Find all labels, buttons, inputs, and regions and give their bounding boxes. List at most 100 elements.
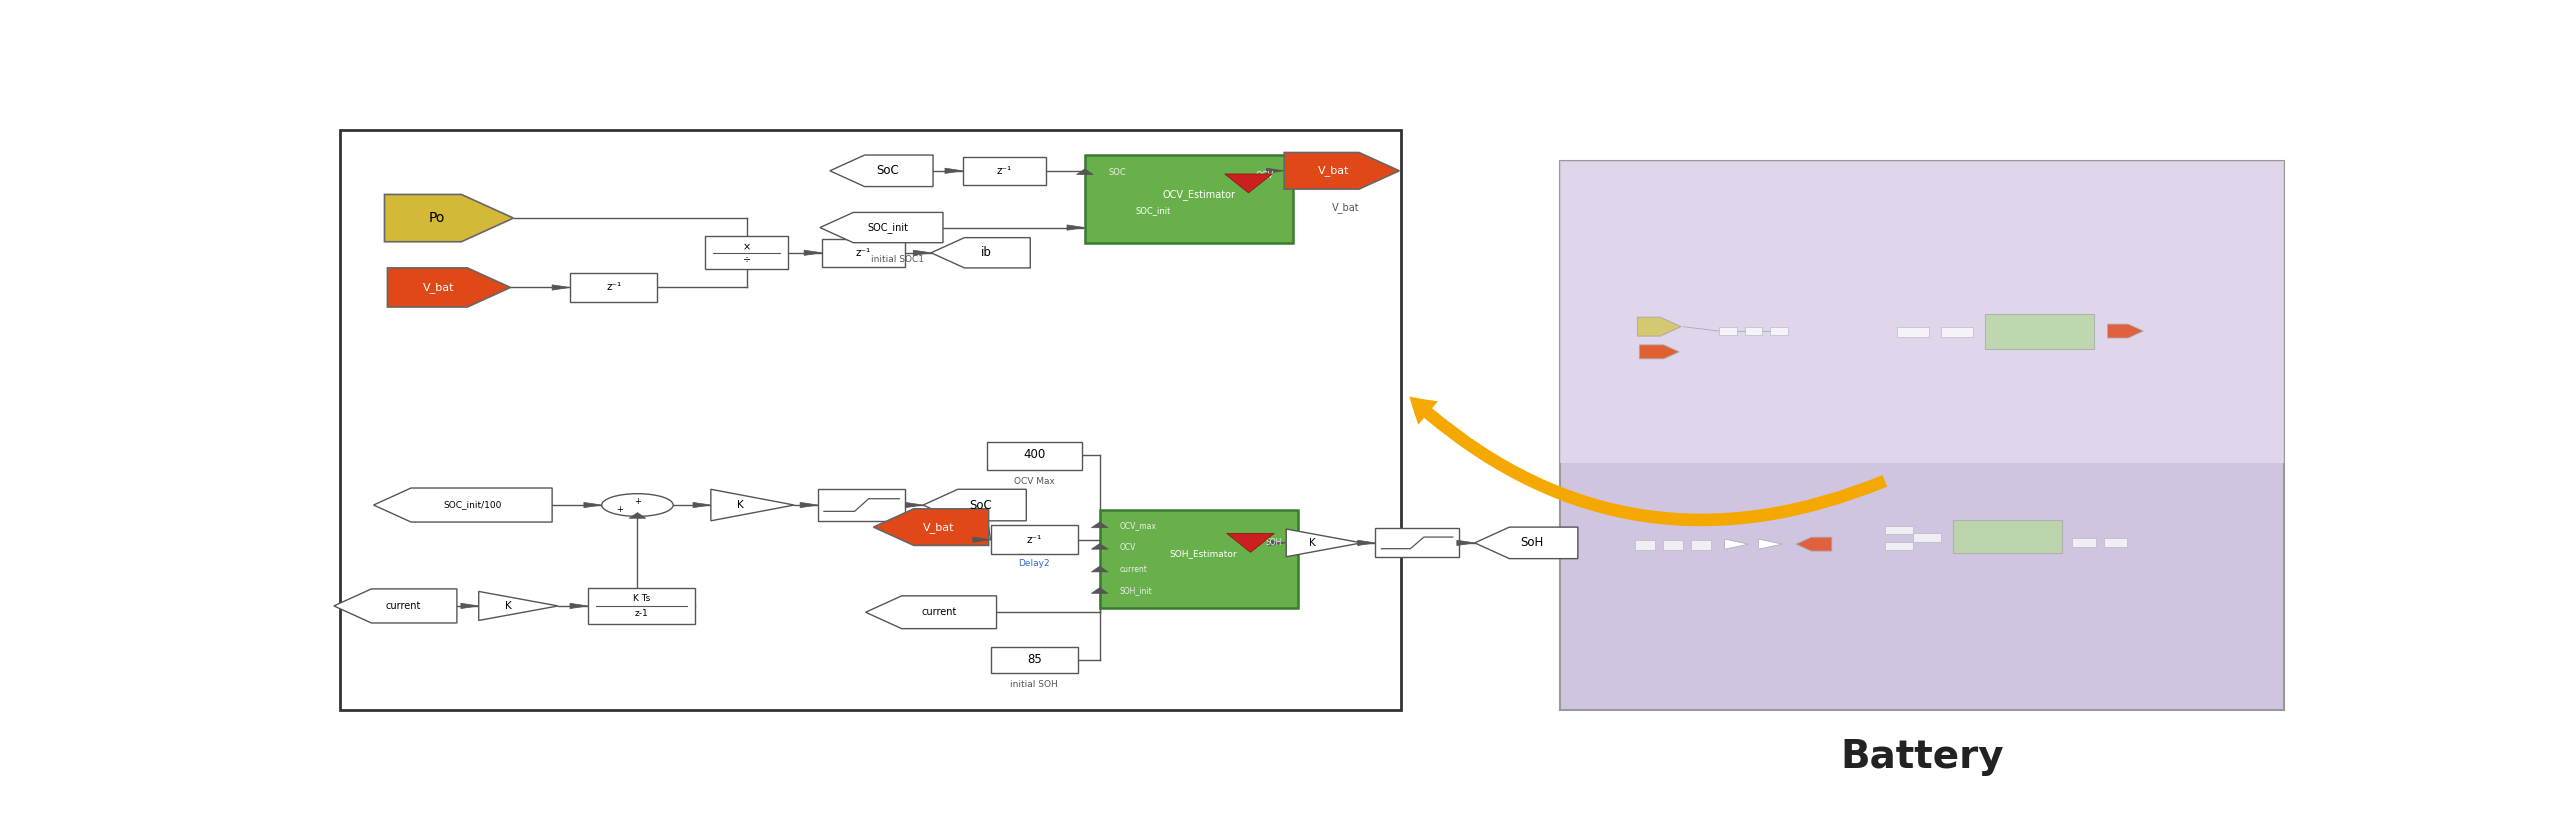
Polygon shape xyxy=(712,489,794,521)
Polygon shape xyxy=(1267,541,1285,545)
FancyBboxPatch shape xyxy=(991,647,1078,673)
Polygon shape xyxy=(1797,537,1833,551)
Text: current: current xyxy=(1119,565,1147,574)
Polygon shape xyxy=(1224,174,1272,193)
FancyBboxPatch shape xyxy=(1940,328,1974,337)
Text: Po: Po xyxy=(430,211,445,225)
Text: SoC: SoC xyxy=(876,165,899,177)
Polygon shape xyxy=(1091,566,1108,572)
Text: SOC: SOC xyxy=(1108,168,1126,177)
FancyBboxPatch shape xyxy=(1375,528,1459,558)
FancyBboxPatch shape xyxy=(963,157,1047,184)
Polygon shape xyxy=(694,502,712,508)
FancyBboxPatch shape xyxy=(1559,161,2284,710)
Polygon shape xyxy=(584,502,602,508)
Polygon shape xyxy=(801,502,819,508)
Polygon shape xyxy=(2107,324,2143,338)
Polygon shape xyxy=(973,537,991,542)
Polygon shape xyxy=(479,591,558,621)
Text: OCV_Estimator: OCV_Estimator xyxy=(1162,188,1236,200)
Text: SOH: SOH xyxy=(1265,538,1283,547)
Polygon shape xyxy=(1759,539,1782,550)
Polygon shape xyxy=(914,250,932,256)
Text: K: K xyxy=(737,500,745,510)
Text: initial SOH: initial SOH xyxy=(1011,681,1057,690)
Text: z⁻¹: z⁻¹ xyxy=(996,165,1011,176)
Polygon shape xyxy=(865,596,996,629)
FancyBboxPatch shape xyxy=(1664,541,1682,550)
FancyBboxPatch shape xyxy=(704,237,788,269)
Polygon shape xyxy=(873,509,988,545)
Polygon shape xyxy=(1068,225,1085,230)
Polygon shape xyxy=(333,589,456,623)
Polygon shape xyxy=(1091,522,1108,527)
FancyArrowPatch shape xyxy=(1408,396,1887,527)
Polygon shape xyxy=(1638,317,1682,336)
FancyBboxPatch shape xyxy=(1718,327,1736,335)
Text: V_bat: V_bat xyxy=(422,282,456,293)
Polygon shape xyxy=(1357,541,1375,545)
Text: z⁻¹: z⁻¹ xyxy=(1027,535,1042,545)
FancyBboxPatch shape xyxy=(1692,541,1710,550)
Text: OCV_max: OCV_max xyxy=(1119,522,1157,531)
Polygon shape xyxy=(1091,544,1108,550)
Text: V_bat: V_bat xyxy=(1318,165,1349,176)
Polygon shape xyxy=(553,285,571,290)
Polygon shape xyxy=(1285,152,1400,189)
Polygon shape xyxy=(571,604,589,609)
FancyBboxPatch shape xyxy=(1884,526,1912,534)
Text: +: + xyxy=(635,497,640,506)
Text: SOC_init: SOC_init xyxy=(1137,206,1170,215)
FancyBboxPatch shape xyxy=(1636,541,1656,550)
Text: SOH_init: SOH_init xyxy=(1119,586,1152,595)
Text: current: current xyxy=(387,601,420,611)
Text: K Ts: K Ts xyxy=(632,594,650,603)
FancyBboxPatch shape xyxy=(1953,520,2061,553)
FancyBboxPatch shape xyxy=(991,525,1078,554)
Polygon shape xyxy=(924,489,1027,521)
Text: SoH: SoH xyxy=(1521,536,1544,550)
Text: SOC_init/100: SOC_init/100 xyxy=(443,500,502,509)
Polygon shape xyxy=(630,513,645,518)
FancyBboxPatch shape xyxy=(2071,538,2097,546)
Polygon shape xyxy=(1226,533,1275,552)
Text: 400: 400 xyxy=(1024,448,1044,461)
Text: SoC: SoC xyxy=(970,499,993,512)
FancyBboxPatch shape xyxy=(1559,161,2284,463)
Text: z⁻¹: z⁻¹ xyxy=(607,283,622,292)
FancyBboxPatch shape xyxy=(2104,538,2127,546)
Polygon shape xyxy=(829,155,932,187)
FancyBboxPatch shape xyxy=(1984,314,2094,349)
Text: V_bat: V_bat xyxy=(924,522,955,532)
Text: +: + xyxy=(617,505,622,514)
Polygon shape xyxy=(374,488,553,522)
Polygon shape xyxy=(387,268,509,307)
Text: SOC_init: SOC_init xyxy=(868,222,909,233)
Text: ×: × xyxy=(742,242,750,252)
Text: V_bat: V_bat xyxy=(1331,202,1359,213)
FancyBboxPatch shape xyxy=(1101,509,1298,608)
FancyBboxPatch shape xyxy=(1085,155,1293,243)
Text: ib: ib xyxy=(980,247,993,260)
FancyBboxPatch shape xyxy=(986,442,1083,470)
FancyBboxPatch shape xyxy=(1884,542,1912,550)
Polygon shape xyxy=(1285,529,1362,557)
Text: K: K xyxy=(504,601,512,611)
Polygon shape xyxy=(932,238,1029,268)
Polygon shape xyxy=(1078,169,1093,174)
Text: Battery: Battery xyxy=(1841,738,2004,776)
FancyBboxPatch shape xyxy=(1743,327,1761,335)
Text: OCV: OCV xyxy=(1254,170,1272,179)
Text: OCV: OCV xyxy=(1119,543,1137,552)
Polygon shape xyxy=(945,168,963,174)
FancyBboxPatch shape xyxy=(571,273,658,302)
Polygon shape xyxy=(1267,168,1285,174)
Polygon shape xyxy=(819,212,942,242)
Polygon shape xyxy=(1457,541,1475,545)
Text: 85: 85 xyxy=(1027,653,1042,666)
Polygon shape xyxy=(384,194,515,242)
FancyBboxPatch shape xyxy=(589,588,694,624)
Polygon shape xyxy=(1638,345,1679,359)
Polygon shape xyxy=(1475,527,1577,559)
Text: current: current xyxy=(922,607,957,618)
